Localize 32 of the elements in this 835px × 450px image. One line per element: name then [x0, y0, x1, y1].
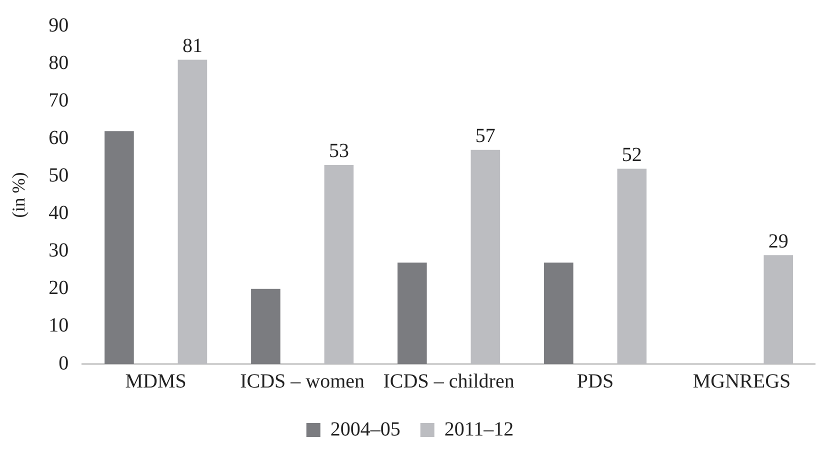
y-tick-label: 0: [58, 352, 69, 374]
bar: [104, 131, 134, 364]
bar: [178, 60, 208, 364]
legend-label: 2011–12: [444, 418, 514, 440]
y-tick-label: 20: [48, 277, 69, 300]
y-tick-label: 80: [48, 52, 69, 74]
data-label: 52: [622, 144, 642, 166]
legend-label: 2004–05: [330, 418, 400, 440]
y-tick-label: 90: [48, 14, 69, 36]
y-tick-label: 30: [48, 240, 69, 262]
y-tick-label: 70: [48, 89, 69, 112]
y-tick-label: 10: [48, 314, 69, 337]
x-tick-label: ICDS – children: [383, 370, 514, 392]
x-tick-label: MGNREGS: [692, 370, 791, 392]
data-label: 53: [328, 140, 349, 162]
bar: [764, 255, 794, 364]
x-tick-label: ICDS – women: [240, 370, 365, 392]
bar: [617, 168, 647, 364]
bar: [324, 164, 354, 364]
y-tick-label: 50: [48, 164, 69, 186]
data-label: 29: [768, 230, 788, 252]
bar: [251, 288, 280, 364]
y-tick-label: 40: [48, 202, 69, 224]
data-label: 57: [475, 125, 496, 148]
bar: [398, 262, 427, 364]
data-label: 81: [182, 35, 202, 58]
x-tick-label: MDMS: [125, 370, 186, 392]
bar: [470, 150, 500, 364]
x-tick-label: PDS: [576, 370, 614, 392]
y-tick-label: 60: [48, 126, 69, 149]
y-axis-title: (in %): [8, 172, 29, 218]
bar: [544, 262, 574, 364]
